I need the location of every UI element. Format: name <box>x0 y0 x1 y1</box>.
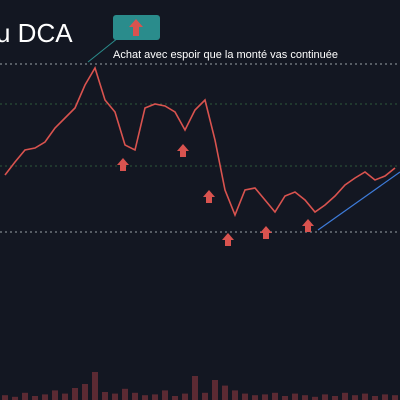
volume-bar <box>392 395 398 400</box>
volume-bar <box>362 393 368 400</box>
trend-line <box>317 171 400 231</box>
callout-line <box>87 37 119 63</box>
chart-title: u DCA <box>0 18 73 48</box>
volume-bar <box>312 396 318 400</box>
volume-bar <box>262 394 268 400</box>
volume-bar <box>152 394 158 400</box>
volume-bar <box>302 395 308 400</box>
volume-bar <box>222 385 228 400</box>
volume-bar <box>182 393 188 400</box>
arrow-icon <box>129 19 143 36</box>
volume-bar <box>42 394 48 400</box>
volume-bar <box>122 388 128 400</box>
volume-bar <box>12 396 18 400</box>
volume-bar <box>142 395 148 400</box>
volume-bar <box>332 396 338 400</box>
volume-bar <box>2 395 8 400</box>
volume-bar <box>272 392 278 400</box>
volume-bar <box>232 390 238 400</box>
annotation: Achat avec espoir que la monté vas conti… <box>113 49 338 61</box>
volume-bar <box>32 396 38 400</box>
volume-bar <box>292 393 298 400</box>
volume-bar <box>342 392 348 400</box>
volume-bar <box>72 388 78 400</box>
volume-bar <box>372 396 378 400</box>
volume-bar <box>162 390 168 400</box>
volume-bar <box>252 395 258 400</box>
arrows <box>117 144 314 246</box>
volume-bar <box>382 394 388 400</box>
volume-bar <box>112 393 118 400</box>
volume-bar <box>52 390 58 400</box>
volume-bar <box>352 395 358 400</box>
volume-bar <box>282 396 288 400</box>
volume-bar <box>192 376 198 400</box>
marks <box>2 66 398 400</box>
volume-bar <box>242 393 248 400</box>
price-line <box>4 66 396 218</box>
volume-bar <box>82 384 88 400</box>
volume-bar <box>22 392 28 400</box>
volume-bar <box>102 392 108 400</box>
volume-bar <box>202 392 208 400</box>
volume-bar <box>172 396 178 400</box>
volume-bar <box>132 392 138 400</box>
volume-bar <box>62 393 68 400</box>
volume-bar <box>212 380 218 400</box>
volume-bar <box>322 394 328 400</box>
volume-bar <box>92 372 98 400</box>
